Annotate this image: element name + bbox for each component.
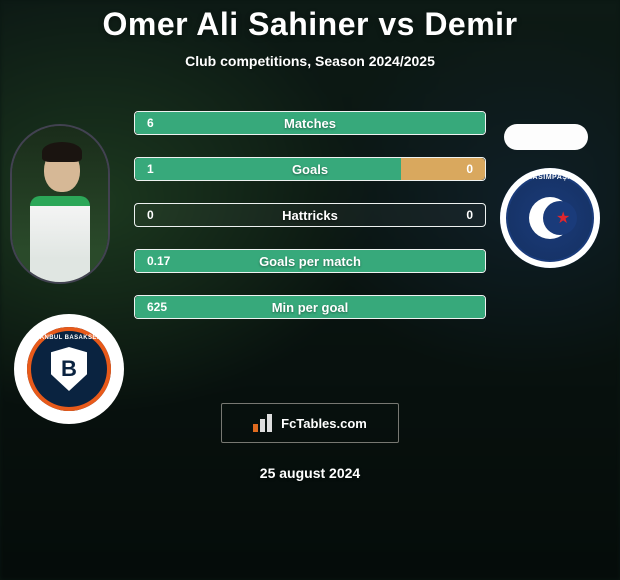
bar-label: Goals <box>135 158 485 180</box>
stat-bar: 00Hattricks <box>134 203 486 227</box>
chart-icon <box>253 414 275 432</box>
bar-label: Goals per match <box>135 250 485 272</box>
page-title: Omer Ali Sahiner vs Demir <box>0 6 620 43</box>
stat-bar: 625Min per goal <box>134 295 486 319</box>
stat-bars: 6Matches 10Goals 00Hattricks 0.17Goals per … <box>0 111 620 319</box>
stat-bar: 6Matches <box>134 111 486 135</box>
branding-box: FcTables.com <box>221 403 399 443</box>
branding-text: FcTables.com <box>281 416 367 431</box>
bar-label: Min per goal <box>135 296 485 318</box>
bar-label: Hattricks <box>135 204 485 226</box>
subtitle: Club competitions, Season 2024/2025 <box>0 53 620 69</box>
stat-bar: 0.17Goals per match <box>134 249 486 273</box>
stat-bar: 10Goals <box>134 157 486 181</box>
content: Omer Ali Sahiner vs Demir Club competiti… <box>0 0 620 481</box>
bar-label: Matches <box>135 112 485 134</box>
date-text: 25 august 2024 <box>0 465 620 481</box>
